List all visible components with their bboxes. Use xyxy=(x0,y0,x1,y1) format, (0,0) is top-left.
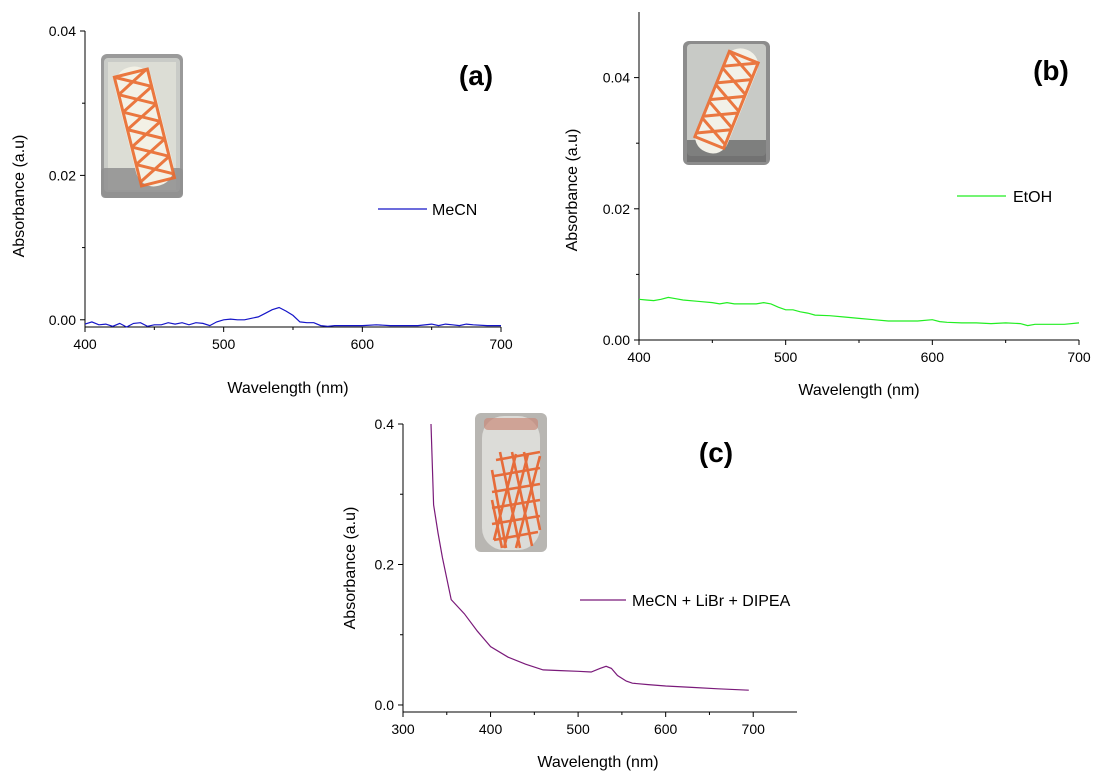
panel-b-x-tick-label: 400 xyxy=(627,349,651,365)
panel-a-x-tick-label: 400 xyxy=(73,336,97,352)
panel-a-x-tick-label: 600 xyxy=(351,336,375,352)
panel-b-x-axis-title: Wavelength (nm) xyxy=(798,382,919,399)
panel-c-y-tick-label: 0.0 xyxy=(375,697,395,713)
panel-b-y-axis-title: Absorbance (a.u) xyxy=(564,129,581,252)
panel-b-stent-mesh xyxy=(692,49,761,151)
panel-b-inset-photo xyxy=(683,41,770,165)
panel-c-x-tick-label: 400 xyxy=(479,721,503,737)
panel-c-legend: MeCN + LiBr + DIPEA xyxy=(580,593,791,610)
panel-a-y-tick-label: 0.00 xyxy=(49,312,76,328)
panel-c-x-tick-label: 300 xyxy=(391,721,415,737)
panel-c-x-axis-title: Wavelength (nm) xyxy=(537,754,658,771)
panel-a-y-tick-label: 0.04 xyxy=(49,23,76,39)
panel-c-y-axis: 0.0 0.2 0.4 xyxy=(375,416,404,713)
panel-b-y-tick-label: 0.02 xyxy=(603,201,630,217)
panel-c-inset-photo xyxy=(475,413,547,552)
panel-c-series-mecn-libr-dipea-line xyxy=(430,423,749,691)
panel-a-series-mecn-line xyxy=(84,306,501,328)
panel-b-legend: EtOH xyxy=(957,189,1052,206)
panel-a-legend-label: MeCN xyxy=(432,202,477,219)
panel-b-x-tick-label: 700 xyxy=(1067,349,1091,365)
panel-c-y-tick-label: 0.2 xyxy=(375,556,395,572)
panel-b-series-etoh-line xyxy=(638,296,1080,327)
panel-b-x-axis: 400 500 600 700 xyxy=(627,339,1091,365)
panel-a-x-tick-label: 700 xyxy=(489,336,513,352)
panel-c-x-axis: 300 400 500 600 700 xyxy=(391,711,797,737)
panel-b-legend-label: EtOH xyxy=(1013,189,1052,206)
panel-c-legend-label: MeCN + LiBr + DIPEA xyxy=(632,593,791,610)
panel-a-label: (a) xyxy=(459,60,493,91)
panel-a-x-tick-label: 500 xyxy=(212,336,236,352)
panel-c-x-tick-label: 500 xyxy=(566,721,590,737)
panel-c-stent-mesh xyxy=(490,450,542,549)
panel-a-chart: 0.00 0.02 0.04 400 500 600 700 Wavelength (nm… xyxy=(11,23,513,397)
panel-c-chart: 0.0 0.2 0.4 300 400 500 600 700 Wavelength (nm… xyxy=(342,413,797,771)
panel-b-x-tick-label: 500 xyxy=(774,349,798,365)
panel-a-inset-photo xyxy=(101,54,183,198)
panel-a-stent-mesh xyxy=(112,67,177,188)
panel-a-y-axis: 0.00 0.02 0.04 xyxy=(49,23,86,328)
panel-b-x-tick-label: 600 xyxy=(921,349,945,365)
panel-a-legend: MeCN xyxy=(378,202,477,219)
panel-a-y-tick-label: 0.02 xyxy=(49,167,76,183)
panel-b-y-tick-label: 0.00 xyxy=(603,332,630,348)
panel-c-x-tick-label: 600 xyxy=(654,721,678,737)
panel-b-label: (b) xyxy=(1033,55,1069,86)
panel-c-label: (c) xyxy=(699,437,733,468)
panel-b-chart: 0.00 0.02 0.04 400 500 600 700 Wavelength (nm… xyxy=(564,12,1091,399)
panel-c-x-tick-label: 700 xyxy=(742,721,766,737)
panel-a-y-axis-title: Absorbance (a.u) xyxy=(11,135,28,258)
panel-b-y-tick-label: 0.04 xyxy=(603,70,630,86)
panel-c-y-axis-title: Absorbance (a.u) xyxy=(342,507,359,630)
panel-b-y-axis: 0.00 0.02 0.04 xyxy=(603,12,640,348)
panel-a-x-axis-title: Wavelength (nm) xyxy=(227,380,348,397)
panel-a-x-axis: 400 500 600 700 xyxy=(73,326,513,352)
panel-c-y-tick-label: 0.4 xyxy=(375,416,395,432)
